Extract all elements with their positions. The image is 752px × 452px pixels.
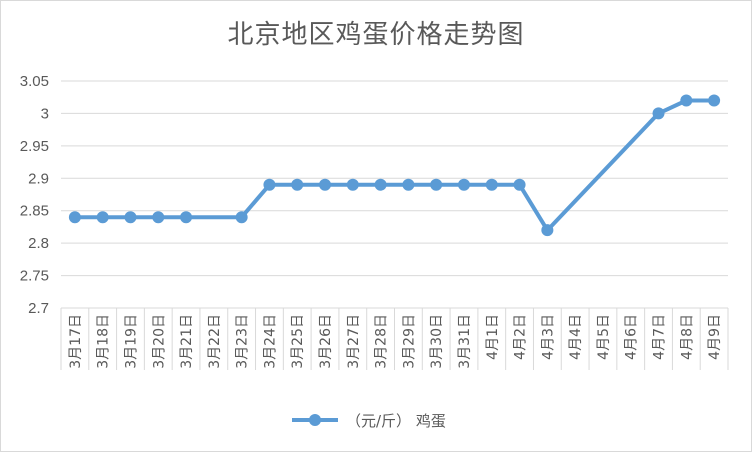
data-point [513,178,526,191]
x-tick-label: 3月25日 [290,314,306,369]
data-point [680,94,693,107]
x-tick-label: 4月7日 [652,314,668,360]
data-point [319,178,332,191]
data-point [124,211,137,224]
data-point [96,211,109,224]
data-point [374,178,387,191]
y-tick-label: 3.05 [20,73,49,90]
x-tick-label: 4月9日 [707,314,723,360]
data-point [708,94,721,107]
x-tick-label: 3月17日 [68,314,84,369]
x-tick-label: 3月20日 [151,314,167,369]
x-tick-label: 3月22日 [207,314,223,369]
x-tick-label: 4月2日 [513,314,529,360]
y-tick-label: 2.85 [20,203,49,220]
y-tick-label: 2.95 [20,138,49,155]
y-tick-label: 2.75 [20,268,49,285]
data-point [180,211,193,224]
legend: （元/斤） 鸡蛋 [292,408,446,432]
gridlines [60,80,729,370]
data-point [235,211,248,224]
x-tick-label: 3月30日 [429,314,445,369]
legend-swatch [292,414,338,426]
data-point [346,178,359,191]
y-axis-ticks: 2.7 2.75 2.8 2.85 2.9 2.95 3 3.05 [20,73,49,317]
data-point [291,178,304,191]
data-point [152,211,165,224]
x-tick-label: 4月1日 [485,314,501,360]
y-tick-label: 3 [41,105,49,122]
x-tick-label: 4月8日 [679,314,695,360]
data-point [402,178,415,191]
data-point [68,211,81,224]
x-tick-label: 3月23日 [235,314,251,369]
legend-label: （元/斤） 鸡蛋 [346,411,446,430]
x-tick-label: 3月28日 [374,314,390,369]
data-point [485,178,498,191]
x-tick-label: 3月21日 [179,314,195,369]
x-tick-label: 3月29日 [401,314,417,369]
chart-title: 北京地区鸡蛋价格走势图 [227,20,525,50]
data-point [263,178,276,191]
data-point [430,178,443,191]
x-tick-label: 4月3日 [540,314,556,360]
x-tick-label: 3月19日 [123,314,139,369]
y-tick-label: 2.7 [28,300,49,317]
x-tick-label: 4月5日 [596,314,612,360]
data-point [457,178,470,191]
series-points [68,94,721,237]
y-tick-label: 2.8 [28,235,49,252]
data-point [541,224,554,237]
x-tick-label: 4月4日 [568,314,584,360]
y-tick-label: 2.9 [28,170,49,187]
x-tick-label: 3月24日 [262,314,278,369]
x-tick-label: 4月6日 [624,314,640,360]
x-tick-label: 3月26日 [318,314,334,369]
x-tick-label: 3月31日 [457,314,473,369]
x-tick-label: 3月18日 [96,314,112,369]
legend-marker [309,414,321,426]
x-tick-label: 3月27日 [346,314,362,369]
data-point [652,107,665,120]
x-axis-ticks: 3月17日 3月18日 3月19日 3月20日 3月21日 3月22日 3月23日 3月24日… [68,314,723,369]
